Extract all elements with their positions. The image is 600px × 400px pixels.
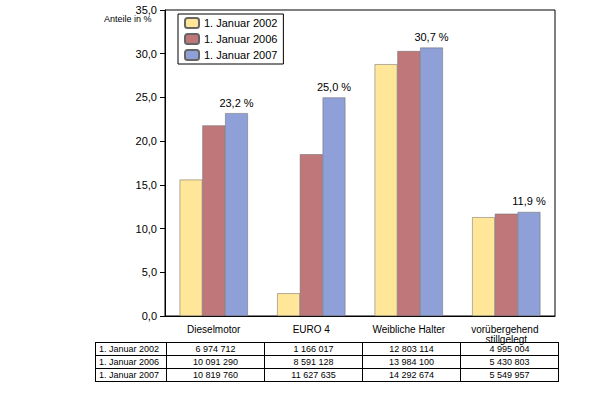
html-text:12 803 114: 12 803 114 (389, 344, 434, 354)
html-text:6 974 712: 6 974 712 (195, 344, 236, 354)
html-text:5 549 957: 5 549 957 (489, 370, 530, 380)
svg-text:vorübergehend: vorübergehend (471, 323, 542, 335)
svg-text:10,0: 10,0 (136, 223, 157, 235)
svg-text:Anteile in %: Anteile in % (104, 13, 152, 24)
svg-text:EURO 4: EURO 4 (293, 324, 331, 335)
html-text:1. Januar 2007: 1. Januar 2007 (99, 370, 159, 380)
svg-text:1. Januar 2007: 1. Januar 2007 (204, 49, 277, 61)
html-text:10 091 290: 10 091 290 (193, 357, 238, 367)
html-text:8 591 128: 8 591 128 (293, 357, 334, 367)
svg-text:23,2 %: 23,2 % (219, 97, 253, 109)
svg-text:30,7 %: 30,7 % (414, 31, 448, 43)
svg-text:1. Januar 2002: 1. Januar 2002 (204, 17, 277, 29)
html-text:10 819 760: 10 819 760 (193, 370, 238, 380)
html-text:5 430 803: 5 430 803 (489, 357, 530, 367)
svg-text:5,0: 5,0 (142, 266, 157, 278)
html-text:1 166 017: 1 166 017 (293, 344, 334, 354)
svg-text:20,0: 20,0 (136, 135, 157, 147)
svg-text:0,0: 0,0 (142, 310, 157, 322)
svg-text:1. Januar 2006: 1. Januar 2006 (204, 33, 277, 45)
html-text:13 984 100: 13 984 100 (389, 357, 434, 367)
svg-text:35,0: 35,0 (136, 4, 157, 16)
svg-text:11,9 %: 11,9 % (512, 195, 546, 207)
svg-text:Dieselmotor: Dieselmotor (187, 324, 241, 335)
html-text:1. Januar 2002: 1. Januar 2002 (99, 344, 159, 354)
html-text:1. Januar 2006: 1. Januar 2006 (99, 357, 159, 367)
svg-text:15,0: 15,0 (136, 179, 157, 191)
html-text:14 292 674: 14 292 674 (389, 370, 434, 380)
html-text:4 995 004: 4 995 004 (489, 344, 530, 354)
svg-text:25,0: 25,0 (136, 91, 157, 103)
html-text:11 627 635: 11 627 635 (291, 370, 336, 380)
svg-text:30,0: 30,0 (136, 48, 157, 60)
svg-text:stillgelegt: stillgelegt (485, 333, 528, 345)
svg-text:Weibliche Halter: Weibliche Halter (372, 324, 445, 335)
svg-text:25,0 %: 25,0 % (317, 81, 351, 93)
